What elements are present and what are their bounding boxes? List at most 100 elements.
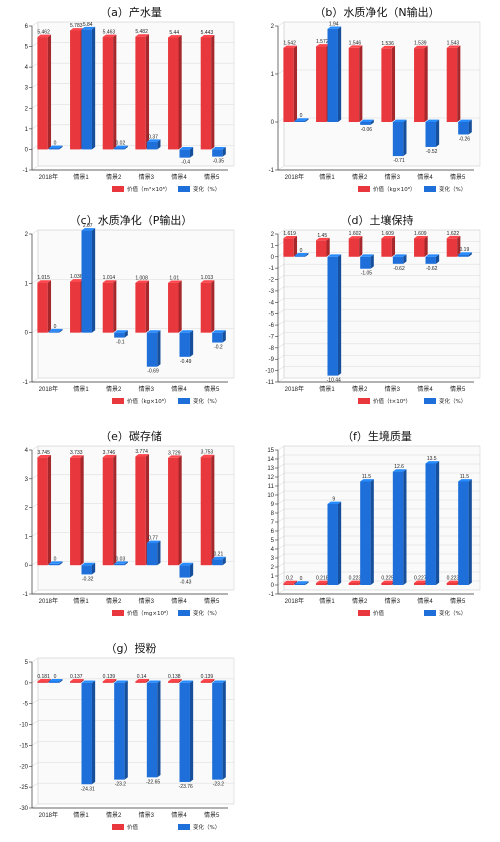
gridline-depth bbox=[277, 320, 285, 326]
gridline-depth bbox=[277, 366, 285, 371]
bar-front bbox=[425, 256, 436, 264]
gridline-depth bbox=[277, 589, 285, 595]
gridline-depth bbox=[277, 499, 285, 505]
bar-side bbox=[178, 35, 182, 150]
bar-front bbox=[348, 47, 360, 122]
bar-side bbox=[403, 469, 407, 585]
gridline-depth bbox=[31, 532, 39, 537]
data-label: 0 bbox=[54, 556, 57, 562]
x-tick-label: 情景5 bbox=[204, 811, 220, 819]
bar-top bbox=[446, 235, 461, 239]
bar-front bbox=[146, 141, 158, 150]
bar-side bbox=[424, 236, 428, 257]
data-label: -24.31 bbox=[81, 786, 95, 792]
bar-top bbox=[360, 119, 374, 122]
bar-side bbox=[370, 119, 374, 125]
bar-front bbox=[135, 282, 146, 333]
gridline-depth bbox=[277, 332, 285, 337]
bar-side bbox=[391, 236, 396, 257]
bar-side bbox=[222, 330, 226, 343]
bar-front bbox=[283, 238, 294, 257]
bar-front bbox=[200, 457, 212, 566]
y-tick-label: -5 bbox=[269, 312, 275, 318]
bar-front bbox=[37, 457, 48, 566]
bar-side bbox=[91, 26, 96, 150]
y-tick-label: 10 bbox=[267, 493, 274, 499]
bar-side bbox=[178, 280, 182, 333]
gridline-depth bbox=[277, 490, 285, 496]
data-label: -0.32 bbox=[82, 576, 94, 582]
bar-top bbox=[381, 236, 396, 239]
gridline-depth bbox=[277, 472, 285, 478]
data-label: 0.19 bbox=[460, 247, 470, 253]
bar-side bbox=[211, 679, 215, 683]
data-label: 1.609 bbox=[414, 231, 427, 237]
data-label: 0.14 bbox=[137, 674, 147, 680]
bar-side bbox=[91, 562, 96, 575]
y-tick-label: -1 bbox=[23, 592, 29, 598]
gridline-depth bbox=[31, 328, 39, 333]
bar-front bbox=[212, 332, 223, 343]
x-tick-label: 情景4 bbox=[171, 597, 187, 605]
bar-side bbox=[157, 680, 161, 778]
legend-label: 价值 bbox=[373, 609, 385, 617]
bar-top bbox=[458, 119, 472, 122]
data-label: 1.015 bbox=[37, 275, 50, 281]
data-label: 1.036 bbox=[70, 274, 83, 280]
gridline-depth bbox=[31, 699, 39, 704]
bar-side bbox=[391, 45, 396, 122]
data-label: 0.139 bbox=[201, 674, 214, 680]
gridline-depth bbox=[277, 21, 285, 27]
legend-swatch bbox=[178, 398, 190, 404]
x-tick-label: 2018年 bbox=[285, 597, 304, 605]
y-tick-label: 13 bbox=[267, 466, 274, 472]
y-tick-label: 1 bbox=[25, 127, 29, 133]
gridline-depth bbox=[277, 298, 285, 303]
y-tick-label: 8 bbox=[271, 511, 275, 517]
y-tick-label: 2 bbox=[25, 506, 29, 512]
x-tick-label: 情景2 bbox=[106, 597, 122, 605]
data-label: 0.03 bbox=[116, 556, 126, 562]
bar-top bbox=[135, 34, 150, 37]
data-label: 0.21 bbox=[214, 552, 224, 558]
bar-side bbox=[326, 237, 330, 257]
data-label: 1.01 bbox=[169, 275, 179, 281]
data-label: 3.774 bbox=[135, 449, 148, 455]
gridline-depth bbox=[277, 241, 285, 246]
y-tick-label: 0 bbox=[25, 331, 29, 337]
data-label: 0.77 bbox=[148, 536, 158, 542]
data-label: 5.482 bbox=[135, 29, 148, 35]
bar-side bbox=[145, 34, 150, 150]
bar-top bbox=[102, 280, 117, 283]
bar-top bbox=[200, 280, 215, 283]
data-label: 1.014 bbox=[103, 275, 116, 281]
bar-side bbox=[457, 45, 461, 123]
data-label: -0.62 bbox=[393, 266, 405, 272]
bar-side bbox=[145, 454, 150, 566]
data-label: 3.745 bbox=[37, 450, 50, 456]
bar-top bbox=[168, 455, 182, 458]
data-label: 2.07 bbox=[83, 223, 93, 229]
x-tick-label: 情景3 bbox=[139, 597, 155, 605]
bar-top bbox=[212, 556, 226, 560]
bar-side bbox=[91, 680, 96, 785]
chart-title: （e）碳存储 bbox=[100, 429, 162, 443]
y-tick-label: 3 bbox=[271, 556, 275, 562]
y-tick-label: -1 bbox=[269, 592, 275, 598]
bar-side bbox=[337, 254, 342, 376]
bar-top bbox=[294, 581, 309, 584]
data-label: 5.462 bbox=[37, 30, 50, 36]
legend-label: 价值（kg×10⁸） bbox=[127, 397, 170, 405]
x-tick-label: 情景4 bbox=[171, 385, 187, 393]
bar-side bbox=[189, 562, 194, 578]
bar-front bbox=[414, 238, 425, 257]
bar-top bbox=[179, 330, 194, 333]
data-label: -0.1 bbox=[116, 340, 125, 346]
data-label: 0.37 bbox=[148, 134, 158, 140]
bar-side bbox=[424, 45, 428, 123]
data-label: 0.223 bbox=[349, 575, 362, 581]
bar-side bbox=[468, 252, 472, 257]
gridline-depth bbox=[277, 445, 285, 451]
bar-top bbox=[446, 580, 461, 583]
data-label: 11.5 bbox=[460, 474, 470, 480]
